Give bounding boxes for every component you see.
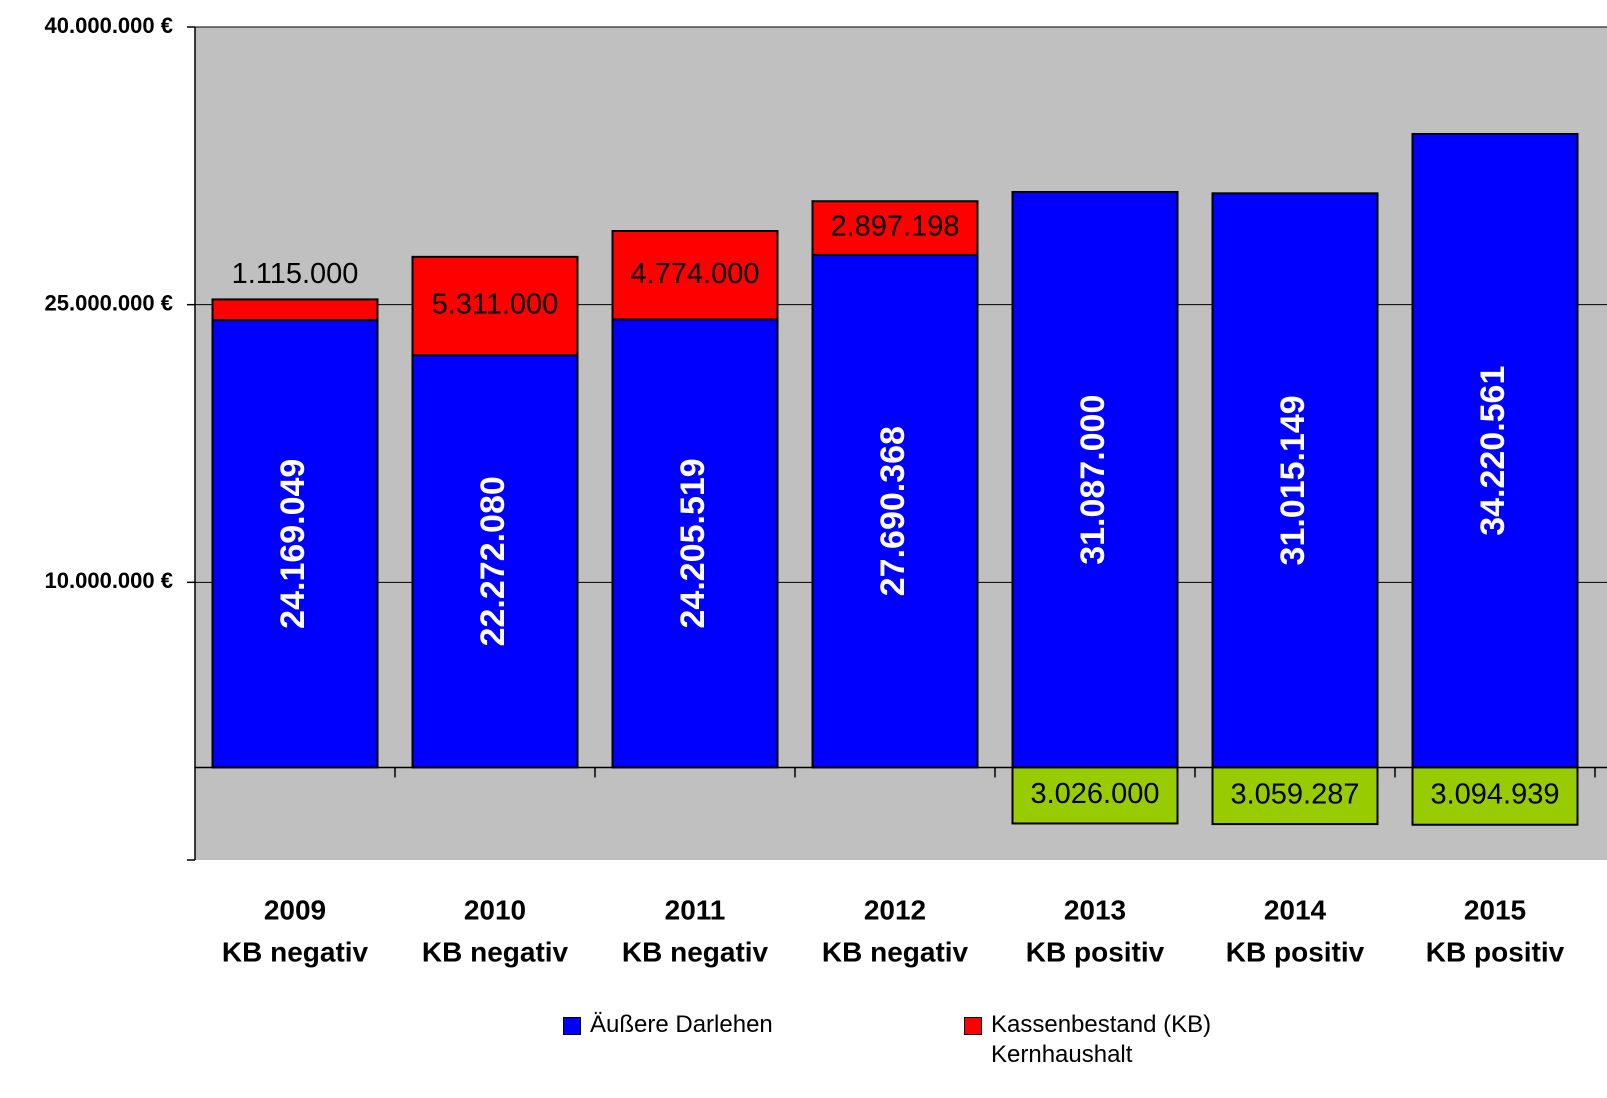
value-label: 3.026.000	[1030, 778, 1159, 810]
legend-label: Äußere Darlehen	[590, 1011, 773, 1038]
x-tick-sublabel: KB positiv	[1026, 936, 1165, 967]
x-tick-sublabel: KB negativ	[822, 936, 969, 967]
x-tick-label: 2010	[464, 894, 526, 925]
value-label: 2.897.198	[830, 211, 959, 243]
value-label: 3.059.287	[1230, 778, 1359, 810]
x-tick-sublabel: KB negativ	[622, 936, 769, 967]
y-tick-label: 40.000.000 €	[45, 13, 173, 38]
value-label: 31.087.000	[1074, 395, 1112, 565]
x-tick-label: 2011	[665, 894, 726, 925]
value-label: 24.169.049	[274, 459, 312, 629]
x-tick-label: 2012	[864, 894, 926, 925]
x-tick-sublabel: KB negativ	[422, 936, 569, 967]
bar-segment	[211, 319, 379, 769]
value-label: 22.272.080	[474, 476, 512, 646]
value-label: 27.690.368	[874, 426, 912, 596]
bar-segment	[611, 230, 779, 321]
value-label: 34.220.561	[1474, 366, 1512, 536]
bar-segment	[1011, 190, 1179, 769]
x-tick-sublabel: KB negativ	[222, 936, 369, 967]
bar-segment	[611, 318, 779, 769]
x-tick-label: 2015	[1464, 894, 1526, 925]
x-tick-label: 2009	[264, 894, 326, 925]
bar-segment	[411, 255, 579, 357]
bar-segment	[811, 253, 979, 769]
x-tick-label: 2013	[1064, 894, 1126, 925]
y-tick-label: 10.000.000 €	[45, 568, 173, 593]
bar-segment	[1411, 766, 1579, 826]
bar-segment	[1211, 192, 1379, 769]
value-label: 5.311.000	[432, 289, 559, 321]
bar-segment	[1211, 766, 1379, 826]
bar-segment	[1411, 132, 1579, 769]
bar-segment	[811, 200, 979, 256]
legend-label: Kassenbestand (KB) Kernhaushalt	[991, 1011, 1212, 1068]
legend-swatch	[563, 1017, 581, 1035]
legend-swatch	[964, 1017, 982, 1035]
bar-segment	[1011, 766, 1179, 825]
value-label: 24.205.519	[674, 458, 712, 628]
y-tick-label: 25.000.000 €	[45, 290, 173, 315]
bar-segment	[211, 298, 379, 322]
value-label: 3.094.939	[1430, 779, 1559, 811]
bar-segment	[411, 354, 579, 769]
value-label: 31.015.149	[1274, 395, 1312, 565]
x-tick-sublabel: KB positiv	[1226, 936, 1365, 967]
x-tick-sublabel: KB positiv	[1426, 936, 1565, 967]
value-label: 1.115.000	[232, 258, 359, 290]
value-label: 4.774.000	[630, 258, 759, 290]
x-tick-label: 2014	[1264, 894, 1327, 925]
